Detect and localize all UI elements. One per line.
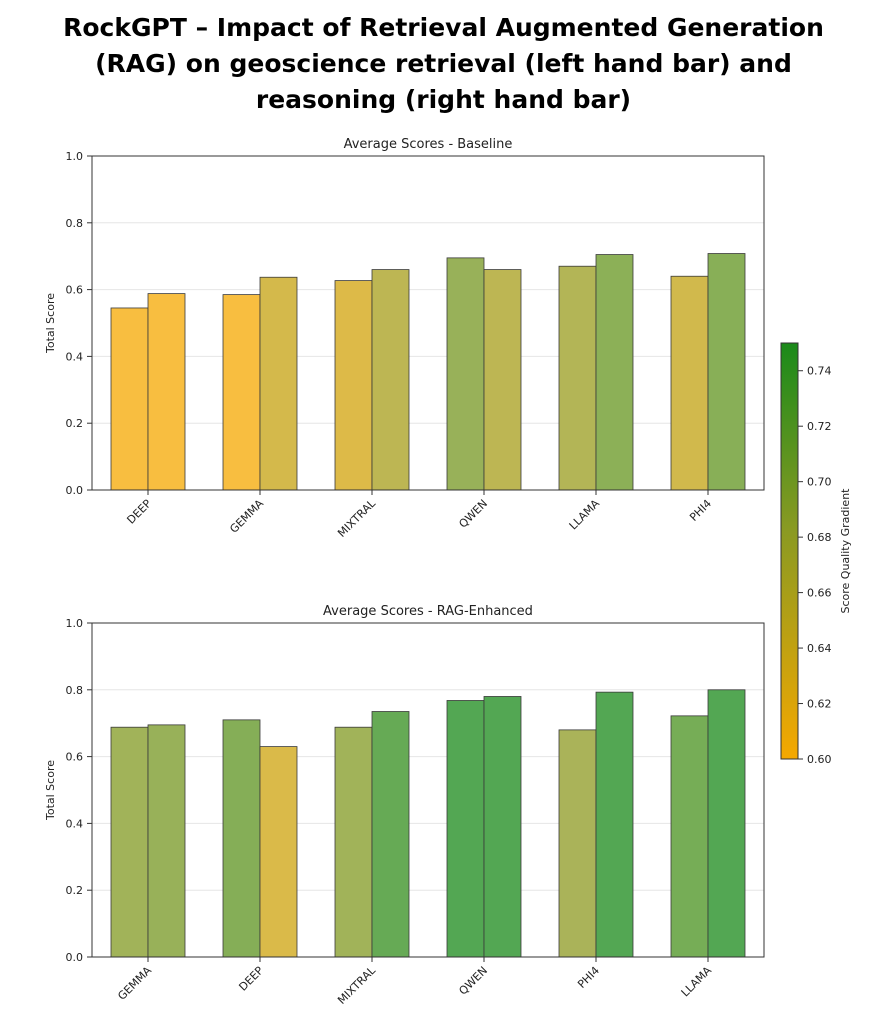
- bar-llama-reasoning: [595, 254, 634, 491]
- colorbar-tick-label: 0.60: [807, 753, 832, 766]
- colorbar-tick-label: 0.64: [807, 642, 832, 655]
- x-tick-label: QWEN: [456, 497, 490, 531]
- x-tick-label: QWEN: [456, 964, 490, 998]
- page-title: RockGPT – Impact of Retrieval Augmented …: [63, 13, 824, 114]
- colorbar: 0.60 0.62 0.64 0.66 0.68 0.70 0.72 0.74 Score Qu…: [780, 342, 852, 766]
- y-tick-label: 0.6: [66, 284, 84, 297]
- bar-deep-reasoning: [259, 746, 298, 958]
- y-tick-label: 0.8: [66, 684, 84, 697]
- bar-phi4-reasoning: [707, 253, 746, 491]
- x-tick-label: LLAMA: [567, 497, 603, 533]
- y-tick-label: 0.0: [66, 951, 84, 964]
- y-axis-label: Total Score: [44, 760, 57, 821]
- bar-deep-retrieval: [110, 307, 149, 491]
- y-tick-label: 0.6: [66, 751, 84, 764]
- chart-title: Average Scores - RAG-Enhanced: [323, 604, 533, 619]
- colorbar-tick-label: 0.70: [807, 476, 832, 489]
- y-tick-label: 1.0: [66, 150, 84, 163]
- bar-mixtral-reasoning: [371, 269, 410, 491]
- bar-deep-reasoning: [147, 293, 186, 491]
- bar-gemma-reasoning: [147, 724, 186, 958]
- x-tick-label: MIXTRAL: [335, 963, 379, 1007]
- colorbar-gradient: [780, 342, 799, 760]
- x-tick-label: DEEP: [124, 497, 154, 527]
- y-tick-label: 1.0: [66, 617, 84, 630]
- y-tick-label: 0.0: [66, 484, 84, 497]
- x-tick-label: GEMMA: [115, 964, 154, 1003]
- bar-qwen-reasoning: [483, 269, 522, 491]
- x-tick-label: PHI4: [687, 497, 714, 524]
- y-tick-label: 0.2: [66, 417, 84, 430]
- y-tick-label: 0.2: [66, 884, 84, 897]
- y-tick-label: 0.8: [66, 217, 84, 230]
- bar-qwen-retrieval: [446, 257, 485, 491]
- y-tick-label: 0.4: [66, 350, 84, 363]
- bar-gemma-retrieval: [110, 726, 149, 958]
- colorbar-tick-label: 0.74: [807, 365, 832, 378]
- x-tick-label: LLAMA: [679, 964, 715, 1000]
- colorbar-tick-label: 0.68: [807, 531, 832, 544]
- bar-gemma-reasoning: [259, 276, 298, 491]
- plot-frame: [91, 155, 765, 491]
- bar-mixtral-retrieval: [334, 280, 373, 491]
- chart-title: Average Scores - Baseline: [344, 137, 513, 152]
- x-tick-label: DEEP: [236, 964, 266, 994]
- bar-qwen-reasoning: [483, 696, 522, 958]
- bar-mixtral-retrieval: [334, 726, 373, 958]
- bar-mixtral-reasoning: [371, 711, 410, 958]
- x-tick-label: PHI4: [575, 964, 602, 991]
- bar-gemma-retrieval: [222, 294, 261, 491]
- bar-phi4-retrieval: [670, 275, 709, 491]
- chart-2: 0.0 0.2 0.4 0.6 0.8 1.0 GEMMA DEEP MIXTRAL QWEN PH…: [44, 604, 765, 1007]
- plot-frame: [91, 622, 765, 958]
- x-tick-label: GEMMA: [227, 497, 266, 536]
- x-tick-label: MIXTRAL: [335, 496, 379, 540]
- colorbar-label: Score Quality Gradient: [839, 488, 852, 614]
- chart-1: 0.0 0.2 0.4 0.6 0.8 1.0 DEEP GEMMA MIXTRAL QWEN LL…: [44, 137, 765, 540]
- bar-llama-retrieval: [558, 265, 597, 491]
- colorbar-tick-label: 0.72: [807, 420, 832, 433]
- bar-deep-retrieval: [222, 719, 261, 958]
- colorbar-tick-label: 0.62: [807, 698, 832, 711]
- bar-llama-retrieval: [670, 715, 709, 958]
- bar-qwen-retrieval: [446, 700, 485, 958]
- y-tick-label: 0.4: [66, 817, 84, 830]
- bar-llama-reasoning: [707, 689, 746, 958]
- bar-phi4-retrieval: [558, 729, 597, 958]
- bar-phi4-reasoning: [595, 691, 634, 958]
- y-axis-label: Total Score: [44, 293, 57, 354]
- colorbar-tick-label: 0.66: [807, 587, 832, 600]
